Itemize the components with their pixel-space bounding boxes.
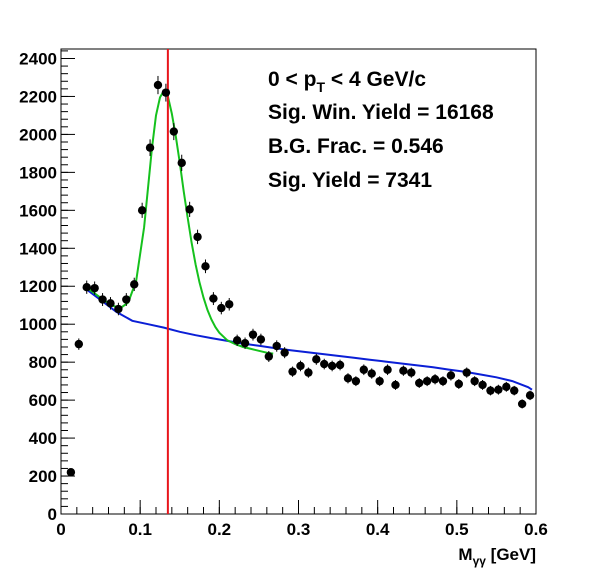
y-tick-label: 1200 [19, 277, 57, 296]
data-point [122, 295, 131, 304]
data-point [486, 386, 495, 395]
y-tick-label: 400 [29, 429, 57, 448]
data-point [193, 232, 202, 242]
data-point [470, 376, 479, 386]
data-point [130, 280, 139, 289]
data-point [399, 366, 408, 375]
x-tick-label: 0.4 [366, 520, 390, 539]
annotation-pt-range-a: 0 < p [268, 68, 316, 91]
data-point [114, 304, 123, 314]
data-point [525, 391, 535, 400]
data-point [153, 80, 163, 90]
x-tick-label: 0 [56, 520, 65, 539]
data-point [256, 335, 266, 344]
data-point [494, 385, 503, 394]
y-tick-label: 200 [29, 467, 57, 486]
data-point [327, 361, 337, 371]
x-axis-title: Mγγ [GeV] [458, 545, 536, 568]
data-point [272, 341, 281, 351]
annotation-layer: 0 < pT < 4 GeV/c Sig. Win. Yield = 16168… [268, 68, 494, 192]
data-point [296, 361, 305, 371]
y-tick-label: 2400 [19, 49, 57, 68]
data-point [177, 158, 186, 168]
data-point [430, 375, 440, 384]
data-point [82, 282, 91, 292]
data-point [359, 365, 369, 374]
x-tick-label: 0.1 [128, 520, 152, 539]
y-tick-label: 0 [48, 505, 57, 524]
data-point [169, 127, 179, 136]
data-point [74, 339, 84, 349]
data-point [510, 386, 519, 395]
data-point [375, 376, 384, 386]
data-point [462, 368, 471, 377]
data-point [304, 368, 313, 377]
data-point [288, 367, 297, 376]
data-point [502, 382, 511, 392]
series-layer [66, 49, 535, 514]
data-point [98, 295, 107, 304]
data-point [264, 352, 274, 361]
x-tick-label: 0.3 [287, 520, 311, 539]
data-point [312, 355, 321, 364]
data-point [383, 365, 392, 374]
data-point [106, 299, 115, 308]
x-axis-title-main: M [458, 545, 472, 564]
data-point [66, 468, 76, 477]
data-point [446, 371, 456, 380]
data-point [320, 359, 329, 369]
x-tick-label: 0.6 [524, 520, 548, 539]
data-point [438, 376, 448, 386]
y-tick-label: 600 [29, 391, 57, 410]
data-point [161, 88, 171, 97]
y-tick-label: 1600 [19, 201, 57, 220]
x-tick-label: 0.2 [208, 520, 232, 539]
axis-layer: 0 0.1 0.2 0.3 0.4 0.5 0.6 0 200 400 600 800 1000 1200… [19, 49, 548, 539]
data-point [145, 143, 155, 152]
annotation-bg-frac: B.G. Frac. = 0.546 [268, 135, 444, 158]
annotation-sig-win-yield: Sig. Win. Yield = 16168 [268, 101, 494, 124]
data-point [335, 360, 345, 370]
data-point [454, 379, 464, 389]
annotation-sig-yield: Sig. Yield = 7341 [268, 169, 432, 192]
data-point [240, 338, 250, 348]
y-tick-label: 1400 [19, 239, 57, 258]
annotation-pt-range-b: < 4 GeV/c [325, 68, 426, 91]
annotation-pt-range: 0 < pT < 4 GeV/c [268, 68, 426, 95]
data-point [343, 374, 353, 383]
annotation-pt-range-sub: T [316, 79, 325, 95]
y-tick-label: 1800 [19, 163, 57, 182]
data-point [217, 303, 226, 313]
y-tick-label: 1000 [19, 315, 57, 334]
data-point [367, 369, 376, 378]
data-point [407, 368, 416, 377]
data-point [351, 376, 361, 386]
data-point [478, 380, 487, 390]
data-point [391, 380, 400, 390]
data-point [422, 376, 432, 386]
x-axis-title-rest: [GeV] [486, 545, 536, 564]
signal-fit-curve [88, 88, 274, 355]
data-point [415, 378, 424, 388]
data-point [225, 300, 234, 309]
y-tick-label: 2200 [19, 87, 57, 106]
data-point [232, 336, 242, 345]
data-point [90, 283, 99, 293]
data-point [185, 205, 194, 214]
y-tick-label: 2000 [19, 125, 57, 144]
data-point [209, 294, 218, 303]
data-point [137, 206, 147, 215]
x-tick-label: 0.5 [445, 520, 469, 539]
x-axis-title-sub: γγ [473, 554, 487, 568]
data-point [280, 348, 289, 357]
data-point [201, 262, 210, 271]
y-tick-label: 800 [29, 353, 57, 372]
data-point [517, 399, 527, 409]
data-point [248, 330, 258, 339]
